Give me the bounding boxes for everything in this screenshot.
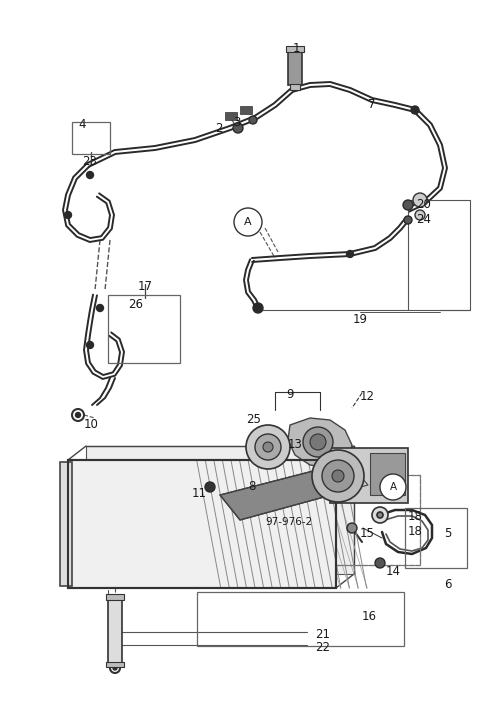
Text: 3: 3 [233, 116, 240, 129]
Text: 7: 7 [368, 98, 375, 111]
Bar [72, 122, 110, 154]
Circle shape [403, 200, 413, 210]
Text: 22: 22 [315, 641, 330, 654]
Text: 12: 12 [360, 390, 375, 403]
Circle shape [347, 523, 357, 533]
Circle shape [205, 482, 215, 492]
Text: 20: 20 [416, 198, 431, 211]
Bar [370, 453, 405, 495]
Bar [286, 46, 304, 52]
Text: 18: 18 [408, 525, 423, 538]
Bar [106, 662, 124, 667]
Bar [240, 106, 252, 114]
Text: 11: 11 [192, 487, 207, 500]
Text: 6: 6 [444, 578, 452, 591]
Text: 14: 14 [386, 565, 401, 578]
Circle shape [253, 303, 263, 313]
Bar [330, 448, 408, 503]
Text: 18: 18 [408, 510, 423, 523]
Bar [60, 462, 72, 586]
Text: 24: 24 [416, 213, 431, 226]
Text: 21: 21 [315, 628, 330, 641]
Bar [68, 460, 336, 588]
Circle shape [86, 341, 94, 348]
Circle shape [75, 412, 81, 417]
Bar [108, 295, 180, 363]
Circle shape [322, 460, 354, 492]
Circle shape [234, 208, 262, 236]
Text: 10: 10 [84, 418, 99, 431]
Text: 97-976-2: 97-976-2 [265, 517, 312, 527]
Circle shape [380, 474, 406, 500]
Bar [290, 84, 300, 90]
Circle shape [86, 171, 94, 178]
Text: 19: 19 [352, 313, 368, 326]
Circle shape [312, 450, 364, 502]
Circle shape [404, 216, 412, 224]
Circle shape [375, 558, 385, 568]
Text: 16: 16 [362, 610, 377, 623]
Bar [405, 508, 467, 568]
Bar [408, 200, 470, 310]
Text: 5: 5 [444, 527, 451, 540]
Bar [288, 50, 302, 85]
Bar [68, 460, 336, 588]
Bar [225, 112, 237, 120]
Circle shape [263, 442, 273, 452]
Text: 9: 9 [286, 388, 294, 401]
Polygon shape [220, 462, 368, 520]
Text: 1: 1 [293, 42, 300, 55]
Polygon shape [197, 460, 336, 588]
Bar [245, 475, 420, 565]
Bar [106, 594, 124, 600]
Text: A: A [244, 217, 252, 227]
Bar [197, 592, 404, 646]
Text: A: A [389, 482, 396, 492]
Circle shape [64, 211, 72, 218]
Circle shape [246, 425, 290, 469]
Circle shape [332, 470, 344, 482]
Circle shape [347, 250, 353, 257]
Circle shape [255, 434, 281, 460]
Circle shape [72, 409, 84, 421]
Bar [108, 598, 122, 663]
Circle shape [110, 663, 120, 673]
Bar [245, 475, 420, 565]
Circle shape [310, 434, 326, 450]
Text: 13: 13 [288, 438, 303, 451]
Circle shape [249, 116, 257, 124]
Circle shape [415, 210, 425, 220]
Text: 15: 15 [360, 527, 375, 540]
Circle shape [377, 512, 383, 518]
Bar [86, 446, 354, 574]
Circle shape [233, 123, 243, 133]
Text: 2: 2 [215, 122, 223, 135]
Polygon shape [288, 418, 352, 468]
Text: 26: 26 [128, 298, 143, 311]
Circle shape [413, 193, 427, 207]
Text: 17: 17 [138, 280, 153, 293]
Text: 23: 23 [82, 155, 97, 168]
Text: 8: 8 [248, 480, 255, 493]
Circle shape [303, 427, 333, 457]
Circle shape [96, 304, 104, 311]
Circle shape [372, 507, 388, 523]
Circle shape [113, 666, 117, 670]
Text: 25: 25 [246, 413, 261, 426]
Text: 4: 4 [78, 118, 85, 131]
Circle shape [411, 106, 419, 114]
